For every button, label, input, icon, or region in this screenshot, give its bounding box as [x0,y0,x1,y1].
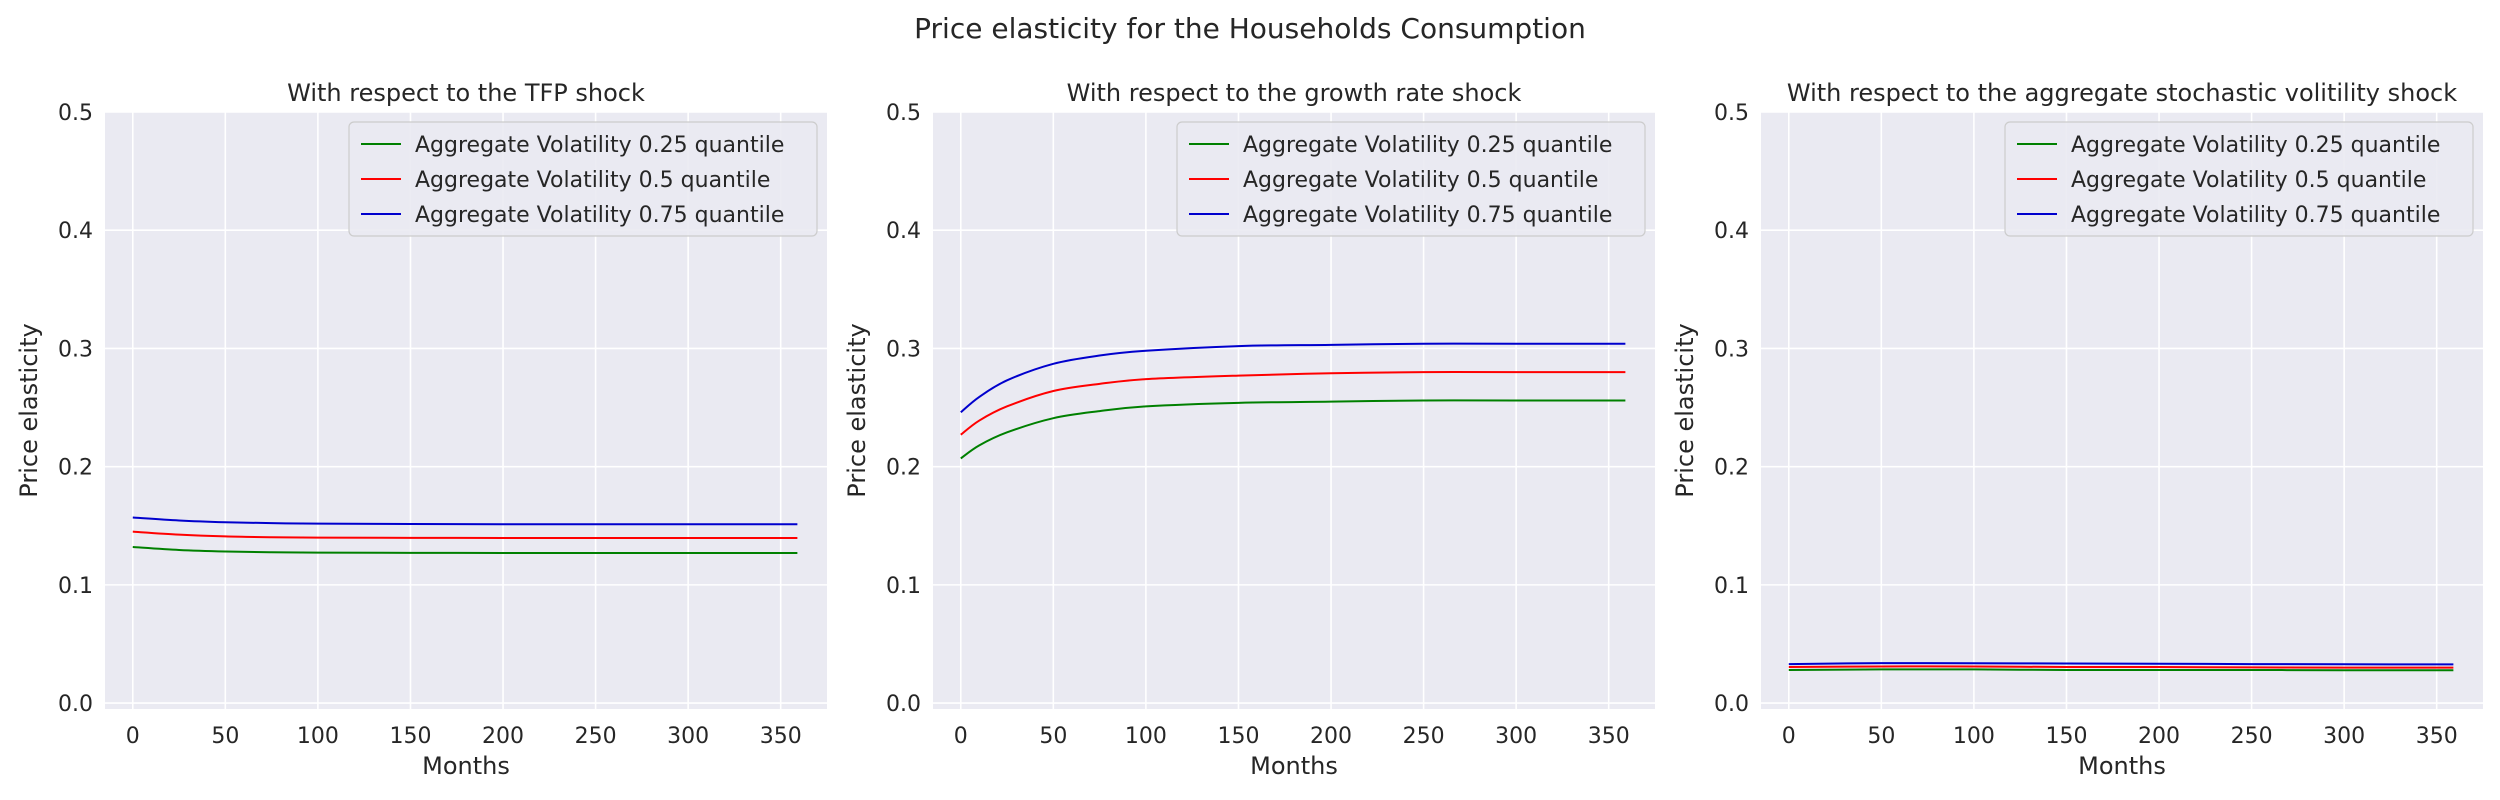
x-tick-label: 50 [1039,724,1067,749]
x-tick-label: 0 [126,724,140,749]
x-tick-label: 300 [667,724,709,749]
x-tick-label: 200 [2138,724,2180,749]
legend-box [1176,121,1646,237]
y-tick-label: 0.4 [886,219,921,244]
x-tick-label: 0 [1782,724,1796,749]
y-axis-label: Price elasticity [843,323,871,497]
series-line [960,342,1626,414]
series-line [132,546,798,554]
y-tick-label: 0.5 [886,101,921,126]
x-tick-label: 350 [760,724,802,749]
x-tick-label: 250 [575,724,617,749]
chart-panel-tfp-shock: 0 50 100 150 200 250 300 350 0.0 0.1 0.2 0.3 0.4 0.5 W… [15,79,827,780]
x-tick-label: 0 [954,724,968,749]
series-line [1788,662,2454,666]
x-tick-label: 350 [1588,724,1630,749]
panel-title: With respect to the TFP shock [287,79,645,107]
legend-label: Aggregate Volatility 0.75 quantile [2071,203,2440,228]
x-tick-label: 200 [482,724,524,749]
x-tick-label: 350 [2416,724,2458,749]
x-tick-label: 100 [1125,724,1167,749]
y-tick-label: 0.3 [1714,337,1749,362]
y-tick-label: 0.2 [58,456,93,481]
x-tick-label: 250 [2231,724,2273,749]
y-tick-label: 0.4 [58,219,93,244]
legend-box [348,121,818,237]
panel-title: With respect to the aggregate stochastic… [1787,79,2457,107]
x-tick-label: 50 [211,724,239,749]
y-tick-label: 0.1 [58,574,93,599]
chart-panel-growth-rate-shock: 0 50 100 150 200 250 300 350 0.0 0.1 0.2 0.3 0.4 0.5 W… [843,79,1655,780]
legend-label: Aggregate Volatility 0.5 quantile [2071,168,2426,193]
x-tick-label: 100 [297,724,339,749]
x-tick-label: 150 [389,724,431,749]
chart-panel-stochastic-volatility-shock: 0 50 100 150 200 250 300 350 0.0 0.1 0.2 0.3 0.4 0.5 W… [1671,79,2483,780]
x-tick-label: 300 [2323,724,2365,749]
series-line [960,370,1626,436]
x-tick-label: 100 [1953,724,1995,749]
x-axis-label: Months [2078,752,2166,780]
y-axis-label: Price elasticity [1671,323,1699,497]
legend-label: Aggregate Volatility 0.75 quantile [1243,203,1612,228]
y-tick-label: 0.2 [1714,456,1749,481]
series-line [1788,668,2454,672]
figure-title: Price elasticity for the Households Cons… [914,12,1586,45]
series-line [132,516,798,526]
x-tick-label: 150 [1217,724,1259,749]
y-tick-label: 0.0 [1714,692,1749,717]
legend-label: Aggregate Volatility 0.25 quantile [2071,133,2440,158]
x-tick-label: 250 [1403,724,1445,749]
y-axis-label: Price elasticity [15,323,43,497]
legend-label: Aggregate Volatility 0.25 quantile [1243,133,1612,158]
y-tick-label: 0.3 [886,337,921,362]
panel-title: With respect to the growth rate shock [1067,79,1522,107]
legend-label: Aggregate Volatility 0.25 quantile [415,133,784,158]
y-tick-label: 0.0 [886,692,921,717]
x-axis-label: Months [422,752,510,780]
series-line [960,399,1626,460]
y-tick-label: 0.3 [58,337,93,362]
legend-label: Aggregate Volatility 0.75 quantile [415,203,784,228]
series-line [1788,665,2454,669]
y-tick-label: 0.5 [58,101,93,126]
x-tick-label: 200 [1310,724,1352,749]
y-tick-label: 0.2 [886,456,921,481]
legend-label: Aggregate Volatility 0.5 quantile [415,168,770,193]
series-line [132,530,798,539]
x-axis-label: Months [1250,752,1338,780]
legend-box [2004,121,2474,237]
x-tick-label: 150 [2045,724,2087,749]
legend-label: Aggregate Volatility 0.5 quantile [1243,168,1598,193]
y-tick-label: 0.0 [58,692,93,717]
y-tick-label: 0.1 [1714,574,1749,599]
x-tick-label: 300 [1495,724,1537,749]
x-tick-label: 50 [1867,724,1895,749]
y-tick-label: 0.4 [1714,219,1749,244]
y-tick-label: 0.5 [1714,101,1749,126]
y-tick-label: 0.1 [886,574,921,599]
